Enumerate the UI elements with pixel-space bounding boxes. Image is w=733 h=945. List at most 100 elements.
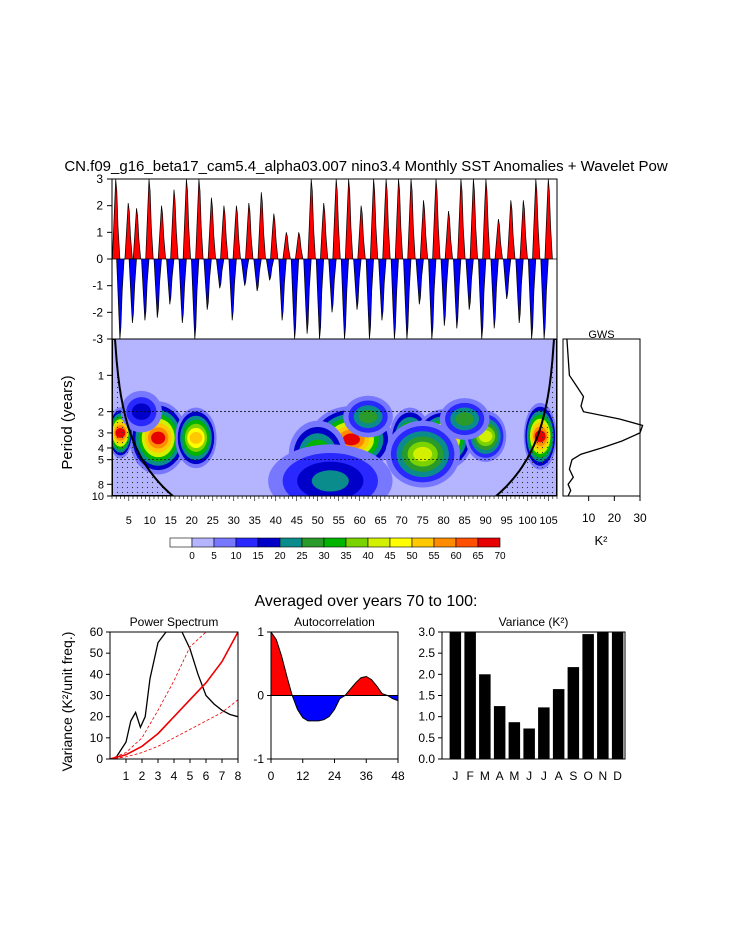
anomaly-line [112, 178, 553, 340]
colorbar-label: 30 [318, 551, 330, 562]
colorbar-label: 50 [406, 551, 418, 562]
wavelet-xtick-label: 45 [291, 515, 303, 527]
ps-xtick-label: 4 [171, 769, 178, 783]
wavelet-xtick-label: 100 [518, 515, 536, 527]
wavelet-power-blob [413, 446, 433, 462]
wavelet-xtick-label: 30 [228, 515, 240, 527]
wavelet-power-blob [151, 431, 166, 445]
wavelet-xtick-label: 80 [438, 515, 450, 527]
variance-ytick-label: 0.0 [418, 752, 435, 766]
averaged-title: Averaged over years 70 to 100: [255, 593, 478, 610]
colorbar-label: 5 [211, 551, 217, 562]
ps-title: Power Spectrum [130, 615, 219, 629]
colorbar-label: 20 [274, 551, 286, 562]
gws-xtick-label: 20 [608, 511, 622, 525]
wavelet-body [112, 339, 557, 496]
wavelet-xtick-label: 95 [500, 515, 512, 527]
colorbar-swatch [301, 537, 325, 548]
ac-title: Autocorrelation [294, 615, 375, 629]
ps-series-red_noise_upper [110, 632, 207, 759]
colorbar-label: 70 [494, 551, 506, 562]
ac-ytick-label: 0 [257, 689, 264, 703]
wavelet-xtick-label: 85 [459, 515, 471, 527]
variance-title: Variance (K²) [499, 615, 569, 629]
colorbar-swatch [477, 537, 501, 548]
ps-xtick-label: 2 [139, 769, 146, 783]
ts-ytick-label: 0 [96, 252, 103, 266]
figure-title: CN.f09_g16_beta17_cam5.4_alpha03.007 nin… [64, 158, 667, 175]
colorbar-swatch [213, 537, 237, 548]
cone-of-influence-right [494, 339, 557, 496]
ac-xtick-label: 36 [360, 769, 374, 783]
colorbar-label: 60 [450, 551, 462, 562]
variance-month-label: M [509, 769, 519, 783]
colorbar-swatch [345, 537, 369, 548]
wavelet-power-blob [311, 470, 349, 492]
negative-anomaly-area [112, 259, 557, 339]
ps-xtick-label: 1 [123, 769, 130, 783]
wavelet-xtick-label: 90 [480, 515, 492, 527]
variance-bar [493, 706, 506, 759]
wavelet-ytick-label: 5 [98, 455, 104, 467]
wavelet-power-blob [342, 433, 360, 446]
ps-ytick-label: 50 [90, 646, 104, 660]
wavelet-ytick-label: 3 [98, 428, 104, 440]
variance-bar [508, 722, 521, 759]
wavelet-xtick-label: 50 [312, 515, 324, 527]
colorbar-swatch [389, 537, 413, 548]
variance-month-label: O [583, 769, 592, 783]
colorbar-swatch [191, 537, 215, 548]
ps-ytick-label: 30 [90, 689, 104, 703]
variance-month-label: J [541, 769, 547, 783]
ts-ytick-label: 3 [96, 172, 103, 186]
colorbar-swatch [433, 537, 457, 548]
ps-ytick-label: 40 [90, 667, 104, 681]
ts-ytick-label: 2 [96, 199, 103, 213]
colorbar-swatch [455, 537, 479, 548]
variance-ytick-label: 2.5 [418, 646, 435, 660]
ac-xtick-label: 0 [268, 769, 275, 783]
variance-month-label: M [480, 769, 490, 783]
ts-ytick-label: -2 [92, 305, 103, 319]
colorbar: 0 5 10 15 20 25 30 35 40 45 50 55 60 65 70 [169, 537, 506, 562]
ps-ytick-label: 0 [96, 752, 103, 766]
wavelet-power-blob [358, 409, 378, 424]
colorbar-label: 35 [340, 551, 352, 562]
ac-xtick-label: 48 [391, 769, 405, 783]
variance-bar [538, 707, 550, 759]
ps-series-red_noise_lower [110, 699, 238, 759]
colorbar-label: 65 [472, 551, 484, 562]
autocorrelation-plot: Autocorrelation 1 0 -1 0 12 24 36 48 [253, 615, 405, 783]
variance-bar [597, 632, 609, 759]
ac-ytick-label: 1 [257, 625, 264, 639]
colorbar-label: 15 [252, 551, 264, 562]
wavelet-xtick-label: 25 [207, 515, 219, 527]
colorbar-label: 55 [428, 551, 440, 562]
colorbar-label: 25 [296, 551, 308, 562]
ac-xtick-label: 24 [328, 769, 342, 783]
colorbar-swatch [169, 537, 193, 548]
ac-xtick-label: 12 [296, 769, 310, 783]
ps-frame [109, 631, 239, 760]
ps-ylabel: Variance (K²/unit freq.) [59, 632, 75, 772]
variance-month-label: F [466, 769, 473, 783]
sst-anomaly-timeseries: 3 2 1 0 -1 -2 -3 [92, 172, 558, 346]
ps-xtick-label: 8 [235, 769, 242, 783]
variance-ytick-label: 3.0 [418, 625, 435, 639]
ts-ytick-label: -1 [92, 279, 103, 293]
variance-ytick-label: 1.5 [418, 689, 435, 703]
wavelet-ytick-label: 10 [92, 491, 104, 503]
wavelet-xtick-label: 20 [186, 515, 198, 527]
colorbar-swatch [235, 537, 259, 548]
wavelet-xtick-label: 75 [417, 515, 429, 527]
colorbar-swatch [411, 537, 435, 548]
ts-ytick-label: 1 [96, 225, 103, 239]
gws-frame [562, 338, 641, 497]
variance-bar [479, 674, 491, 759]
wavelet-ytick-label: 2 [98, 407, 104, 419]
gws-line [566, 338, 644, 497]
colorbar-label: 0 [189, 551, 195, 562]
